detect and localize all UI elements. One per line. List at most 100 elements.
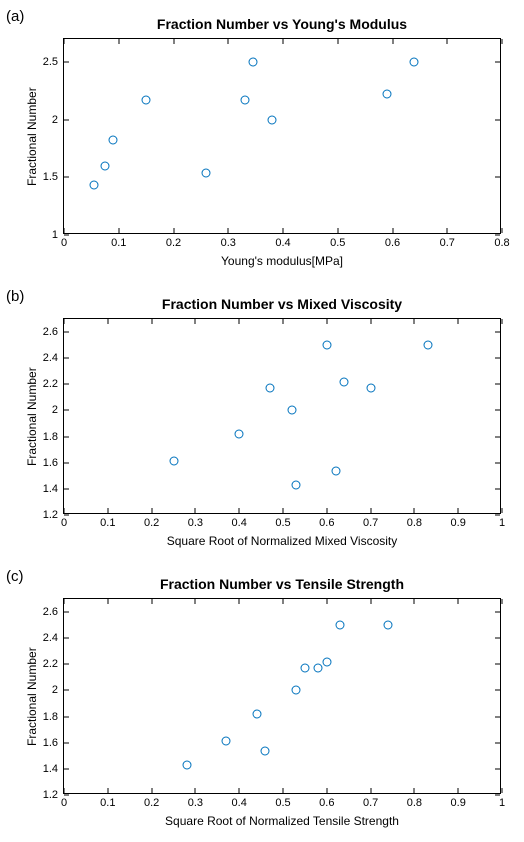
xtick-mark	[326, 508, 327, 513]
xtick-label: 0.4	[232, 517, 247, 529]
ytick-label: 2.2	[43, 378, 58, 390]
ytick-mark	[64, 795, 69, 796]
ytick-label: 2.4	[43, 352, 58, 364]
scatter-marker	[268, 115, 277, 124]
ytick-mark	[495, 515, 500, 516]
ytick-mark	[495, 690, 500, 691]
xtick-label: 0.1	[100, 517, 115, 529]
ytick-mark	[495, 664, 500, 665]
xtick-mark	[151, 319, 152, 324]
scatter-marker	[322, 341, 331, 350]
xtick-mark	[64, 599, 65, 604]
chart-title: Fraction Number vs Mixed Viscosity	[63, 296, 501, 312]
xtick-mark	[370, 319, 371, 324]
xtick-mark	[283, 319, 284, 324]
scatter-marker	[383, 90, 392, 99]
ytick-mark	[64, 768, 69, 769]
y-axis-label: Fractional Number	[25, 647, 39, 746]
scatter-marker	[366, 384, 375, 393]
xtick-mark	[118, 39, 119, 44]
scatter-marker	[314, 664, 323, 673]
xtick-label: 0.2	[166, 237, 181, 249]
scatter-marker	[240, 96, 249, 105]
scatter-marker	[410, 58, 419, 67]
ytick-mark	[495, 612, 500, 613]
xtick-mark	[414, 788, 415, 793]
chart-panel: Fraction Number vs Young's Modulus00.10.…	[63, 38, 501, 234]
ytick-mark	[64, 384, 69, 385]
xtick-mark	[502, 508, 503, 513]
ytick-mark	[64, 332, 69, 333]
ytick-label: 1.6	[43, 457, 58, 469]
chart-panel: Fraction Number vs Mixed Viscosity00.10.…	[63, 318, 501, 514]
ytick-mark	[64, 436, 69, 437]
xtick-mark	[64, 508, 65, 513]
ytick-label: 2.6	[43, 606, 58, 618]
ytick-mark	[64, 488, 69, 489]
scatter-marker	[182, 760, 191, 769]
xtick-label: 0.3	[221, 237, 236, 249]
xtick-label: 0.7	[363, 517, 378, 529]
chart-title: Fraction Number vs Young's Modulus	[63, 16, 501, 32]
ytick-label: 1.8	[43, 431, 58, 443]
xtick-mark	[502, 599, 503, 604]
scatter-marker	[142, 96, 151, 105]
xtick-mark	[151, 599, 152, 604]
xtick-mark	[64, 228, 65, 233]
x-axis-label: Square Root of Normalized Mixed Viscosit…	[63, 534, 501, 548]
xtick-label: 0.4	[275, 237, 290, 249]
xtick-mark	[370, 788, 371, 793]
ytick-mark	[64, 515, 69, 516]
panel-label: (c)	[6, 568, 24, 585]
ytick-mark	[64, 664, 69, 665]
xtick-mark	[447, 39, 448, 44]
ytick-mark	[495, 62, 500, 63]
xtick-label: 0.6	[385, 237, 400, 249]
plot-area: 00.10.20.30.40.50.60.70.80.911.21.41.61.…	[63, 318, 501, 514]
xtick-label: 0.8	[407, 797, 422, 809]
ytick-mark	[64, 716, 69, 717]
xtick-mark	[107, 788, 108, 793]
ytick-label: 1.4	[43, 483, 58, 495]
y-axis-label: Fractional Number	[25, 367, 39, 466]
xtick-mark	[414, 508, 415, 513]
xtick-mark	[370, 508, 371, 513]
ytick-mark	[64, 235, 69, 236]
xtick-mark	[458, 319, 459, 324]
ytick-mark	[495, 332, 500, 333]
xtick-mark	[502, 788, 503, 793]
xtick-label: 0.2	[144, 797, 159, 809]
xtick-mark	[392, 39, 393, 44]
ytick-mark	[495, 462, 500, 463]
xtick-mark	[502, 39, 503, 44]
xtick-mark	[502, 319, 503, 324]
xtick-mark	[228, 228, 229, 233]
xtick-mark	[173, 39, 174, 44]
xtick-label: 1	[499, 797, 505, 809]
xtick-mark	[283, 599, 284, 604]
xtick-mark	[173, 228, 174, 233]
xtick-mark	[195, 788, 196, 793]
ytick-mark	[495, 638, 500, 639]
scatter-marker	[101, 161, 110, 170]
ytick-mark	[64, 119, 69, 120]
ytick-mark	[64, 612, 69, 613]
scatter-marker	[335, 621, 344, 630]
scatter-marker	[423, 341, 432, 350]
xtick-mark	[195, 599, 196, 604]
xtick-label: 0.3	[188, 797, 203, 809]
xtick-mark	[64, 319, 65, 324]
xtick-mark	[64, 39, 65, 44]
xtick-label: 0.4	[232, 797, 247, 809]
xtick-label: 0.5	[275, 797, 290, 809]
scatter-marker	[248, 58, 257, 67]
ytick-mark	[495, 436, 500, 437]
xtick-label: 0	[61, 517, 67, 529]
ytick-mark	[495, 410, 500, 411]
xtick-mark	[326, 788, 327, 793]
ytick-mark	[495, 716, 500, 717]
panel-label: (b)	[6, 288, 24, 305]
plot-area: 00.10.20.30.40.50.60.70.811.522.5	[63, 38, 501, 234]
scatter-marker	[340, 377, 349, 386]
ytick-mark	[495, 795, 500, 796]
